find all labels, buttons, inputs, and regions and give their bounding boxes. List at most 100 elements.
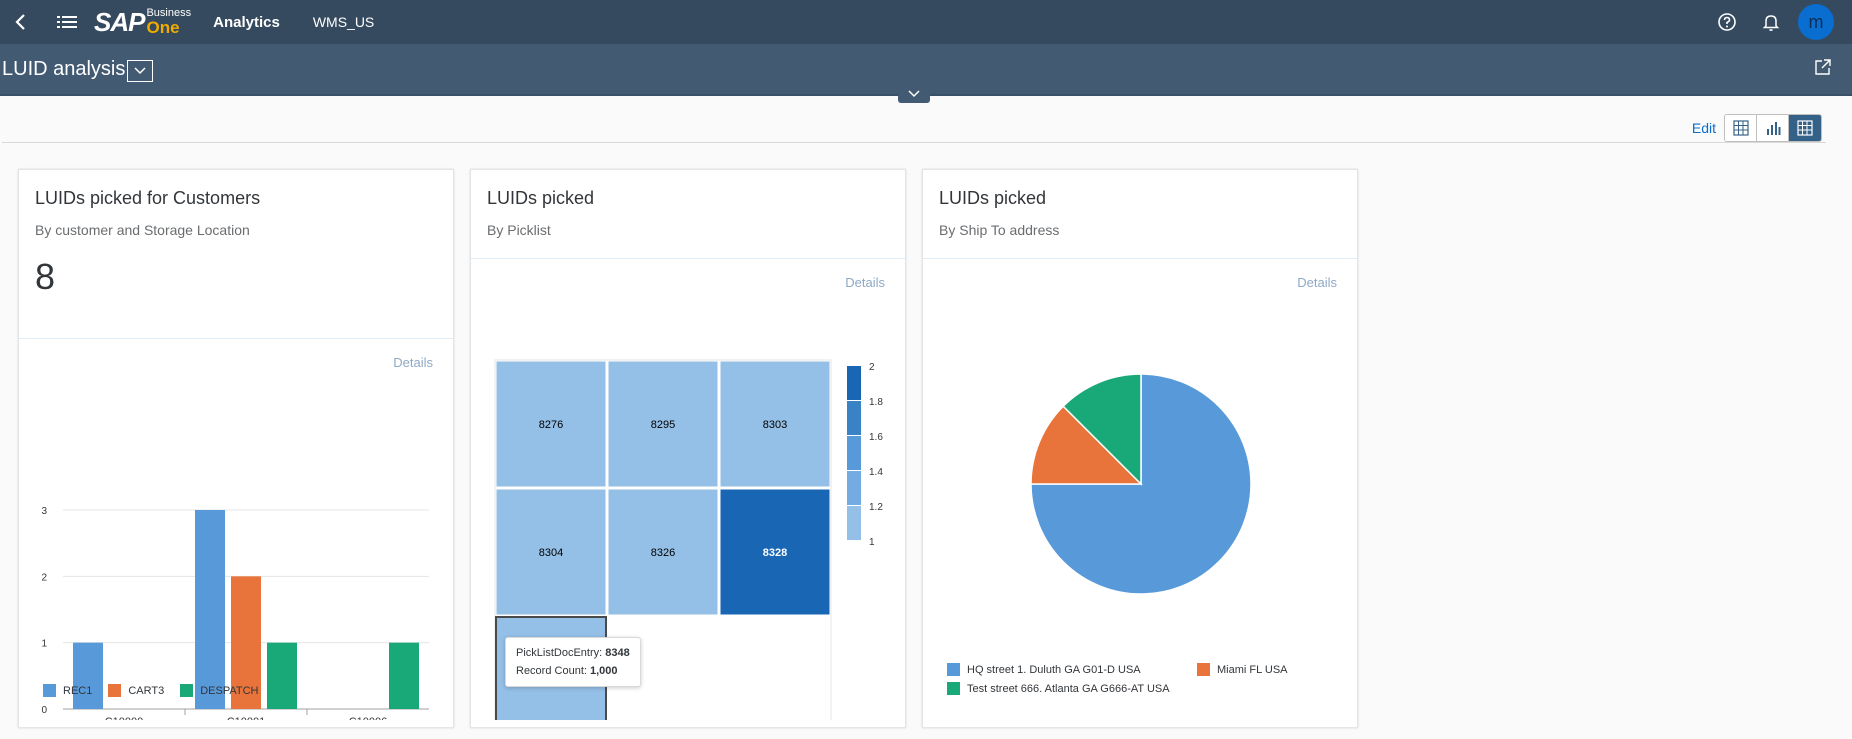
details-link[interactable]: Details [1297,275,1337,290]
details-link[interactable]: Details [845,275,885,290]
x-tick-label: C10006 [349,716,388,720]
tooltip-label: PickListDocEntry: [516,647,603,659]
combined-view-button[interactable] [1789,115,1821,141]
logo-sap-text: SAP [94,6,145,37]
pie-slice[interactable] [1062,373,1142,486]
card-luids-by-picklist[interactable]: LUIDs picked By Picklist Details 8276 829… [470,169,906,728]
legend-swatch [947,682,960,695]
heatmap-cell[interactable] [495,488,607,616]
legend-item[interactable]: Miami FL USA [1197,663,1337,676]
card-subtitle: By customer and Storage Location [35,222,250,238]
share-button[interactable] [1814,58,1832,81]
legend-swatch [43,684,56,697]
legend-item[interactable]: DESPATCH [180,684,258,697]
y-tick-label: 0 [41,705,47,716]
sap-business-one-logo[interactable]: SAP Business One [94,7,191,37]
bar-chart-legend: REC1 CART3 DESPATCH [43,684,258,697]
scale-swatch [847,366,861,400]
shell-bar: SAP Business One Analytics WMS_US m [0,0,1852,44]
page-variant-dropdown[interactable] [127,60,153,82]
legend-label: Test street 666. Atlanta GA G666-AT USA [967,682,1170,695]
chevron-down-icon [134,67,146,75]
table-chart-icon [1797,120,1813,136]
heatmap-cell[interactable] [719,488,831,616]
user-avatar[interactable]: m [1798,4,1834,40]
back-button[interactable] [4,5,38,39]
card-luids-by-ship-to[interactable]: LUIDs picked By Ship To address Details … [922,169,1358,728]
bar-rec1[interactable] [195,510,225,709]
app-title: Analytics [213,13,280,31]
scale-tick-label: 1.6 [869,432,883,443]
tooltip-label: Record Count: [516,665,587,677]
y-tick-label: 1 [41,639,47,650]
scale-swatch [847,506,861,540]
heatmap-cell[interactable] [719,360,831,488]
card-title: LUIDs picked [939,188,1047,208]
card-header-separator [923,258,1357,259]
list-menu-icon [57,16,77,28]
heatmap-chart: 8276 8295 8303 8304 8326 8328 2 1.8 1.6 1.4 1.2 1 [494,359,883,720]
legend-label: Miami FL USA [1217,663,1288,676]
back-arrow-icon [15,14,25,30]
legend-swatch [180,684,194,697]
card-title: LUIDs picked for Customers [35,188,261,208]
help-icon [1718,13,1736,31]
scale-swatch [847,401,861,435]
scale-swatch [847,436,861,470]
card-title: LUIDs picked [487,188,595,208]
y-tick-label: 3 [41,506,47,517]
legend-item[interactable]: HQ street 1. Duluth GA G01-D USA [947,663,1197,676]
bar-chart-icon [1766,122,1780,135]
legend-label: DESPATCH [200,684,259,697]
scale-tick-label: 1 [869,537,875,548]
heatmap-cell-label: 8304 [539,547,563,559]
legend-item[interactable]: REC1 [43,684,92,697]
legend-label: REC1 [63,684,93,697]
chevron-down-icon [908,89,920,97]
menu-button[interactable] [50,5,84,39]
pie-slice[interactable] [1030,405,1143,485]
pie-chart-legend: HQ street 1. Duluth GA G01-D USA Miami FL… [947,663,1347,695]
heatmap-cell-label: 8326 [651,547,675,559]
legend-item[interactable]: CART3 [108,684,164,697]
heatmap-cell[interactable] [607,360,719,488]
scale-tick-label: 1.4 [869,467,883,478]
legend-swatch [1197,663,1210,676]
view-toolbar: Edit [1692,114,1822,142]
scale-tick-label: 2 [869,362,875,373]
details-link[interactable]: Details [393,355,433,370]
heatmap-cell-label: 8295 [651,419,675,431]
tooltip-value: 1,000 [590,665,618,677]
card-header-separator [471,258,905,259]
legend-swatch [947,663,960,676]
help-button[interactable] [1710,5,1744,39]
edit-link[interactable]: Edit [1691,120,1716,136]
heatmap-cell[interactable] [495,360,607,488]
legend-label: HQ street 1. Duluth GA G01-D USA [967,663,1141,676]
collapse-header-button[interactable] [898,84,930,103]
company-database[interactable]: WMS_US [312,14,375,30]
bar-cart3[interactable] [231,576,261,709]
bar-despatch[interactable] [267,642,297,709]
heatmap-tooltip: PickListDocEntry: 8348 Record Count: 1,0… [505,637,641,687]
x-tick-label: C10001 [227,716,266,720]
x-tick-label: C10000 [105,716,144,720]
table-view-button[interactable] [1725,115,1757,141]
bar-chart: 0 1 2 3 C10000 C10001 C10006 [41,506,429,720]
legend-item[interactable]: Test street 666. Atlanta GA G666-AT USA [947,682,1327,695]
bar-despatch[interactable] [389,642,419,709]
card-subtitle: By Picklist [487,222,551,238]
y-tick-label: 2 [41,572,47,583]
notifications-button[interactable] [1754,5,1788,39]
card-luids-by-customer[interactable]: LUIDs picked for Customers By customer a… [18,169,454,728]
legend-label: CART3 [128,684,165,697]
card-header-separator [19,338,453,339]
scale-tick-label: 1.2 [869,502,883,513]
scale-swatch [847,471,861,505]
content-divider [2,142,1826,143]
bar-rec1[interactable] [73,642,103,709]
heatmap-cell-label: 8276 [539,419,563,431]
heatmap-cell[interactable] [607,488,719,616]
scale-tick-label: 1.8 [869,397,883,408]
chart-view-button[interactable] [1757,115,1789,141]
